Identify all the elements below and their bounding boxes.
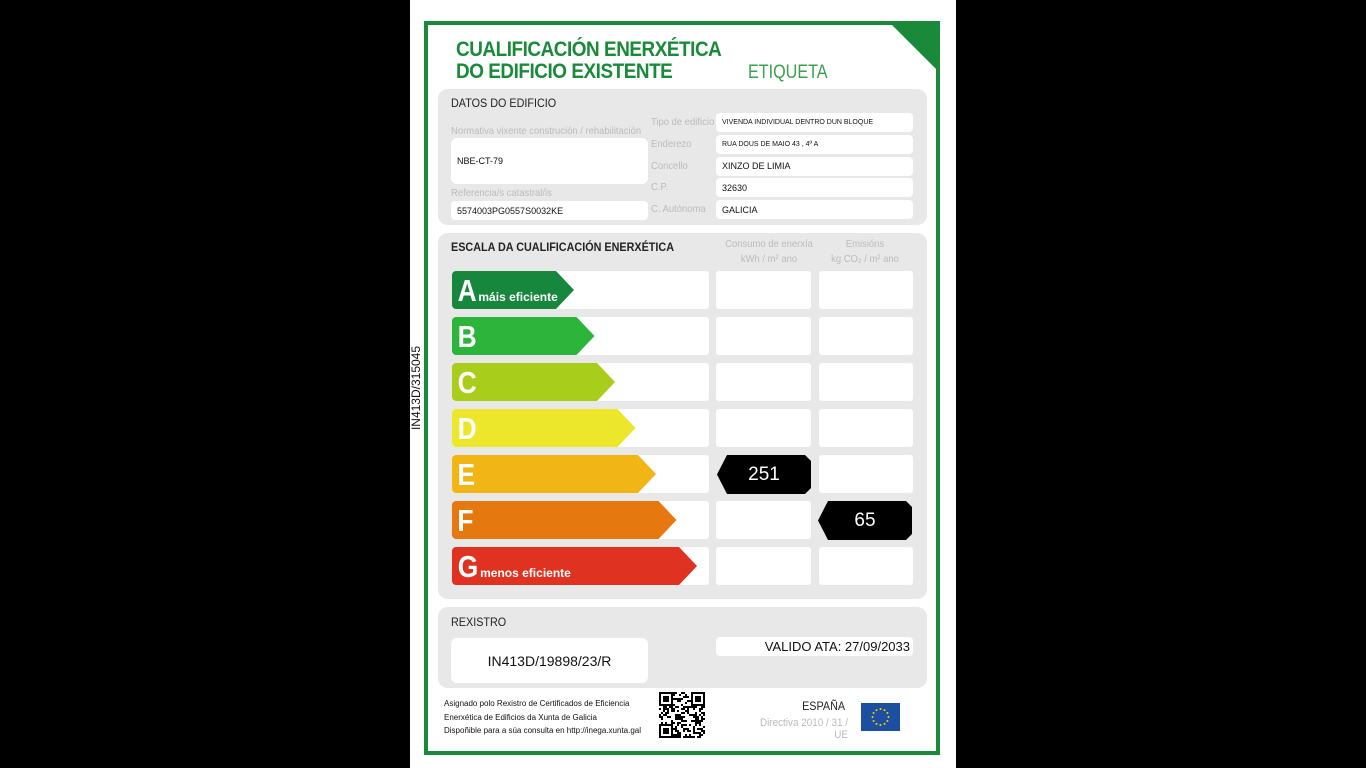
side-code: IN413D/315045 <box>409 345 423 431</box>
field-label: C.P. <box>651 181 669 194</box>
footer-line: Dispoñible para a súa consulta en http:/… <box>444 726 642 735</box>
datos-heading: DATOS DO EDIFICIO <box>451 96 557 110</box>
energy-cell <box>716 363 811 401</box>
field-label: Enderezo <box>651 137 692 150</box>
field-label: Tipo de edificio <box>651 116 715 128</box>
normativa-value: NBE-CT-79 <box>451 138 648 184</box>
rexistro-heading: REXISTRO <box>451 615 507 629</box>
energy-cell <box>716 547 811 585</box>
directive: Directiva 2010 / 31 / UE <box>759 717 848 741</box>
corner-decoration <box>892 25 936 69</box>
field-value: XINZO DE LIMIA <box>716 156 913 176</box>
class-arrow-f: F <box>452 501 677 539</box>
eu-flag-icon <box>861 703 900 731</box>
emission-cell <box>819 547 913 585</box>
class-letter: F <box>457 503 474 538</box>
field-value: GALICIA <box>716 200 913 220</box>
class-letter: A <box>457 273 477 308</box>
class-arrow-e: E <box>452 455 656 493</box>
energy-cell <box>716 317 811 355</box>
field-value: RUA DOUS DE MAIO 43 , 4º A <box>716 134 913 154</box>
energy-cell <box>716 409 811 447</box>
energy-cell <box>716 271 811 309</box>
energy-cell <box>716 501 811 539</box>
country: ESPAÑA <box>802 699 846 713</box>
footer-text: Asignado polo Rexistro de Certificados d… <box>444 697 641 738</box>
field-value: VIVENDA INDIVIDUAL DENTRO DUN BLOQUE <box>716 113 913 132</box>
emission-cell <box>819 317 913 355</box>
class-letter: B <box>457 319 477 354</box>
emission-cell <box>819 409 913 447</box>
class-arrow-c: C <box>452 363 615 401</box>
footer-line: Enerxética de Edificios da Xunta de Gali… <box>444 712 597 722</box>
energy-col-unit: kWh / m² ano <box>740 253 798 265</box>
qr-code-icon <box>659 692 705 738</box>
class-sub: menos eficiente <box>480 566 571 580</box>
class-letter: C <box>457 365 477 400</box>
field-label: C. Autónoma <box>651 203 706 216</box>
energy-value: 251 <box>717 455 811 494</box>
emission-cell <box>819 271 913 309</box>
emission-value: 65 <box>818 501 912 540</box>
class-letter: G <box>457 549 479 584</box>
label-type: ETIQUETA <box>748 62 828 83</box>
title-line2: DO EDIFICIO EXISTENTE <box>456 60 673 83</box>
rexistro-code: IN413D/19898/23/R <box>451 638 648 683</box>
emission-cell <box>819 455 913 493</box>
referencia-value: 5574003PG0557S0032KE <box>451 201 648 220</box>
escala-heading: ESCALA DA CUALIFICACIÓN ENERXÉTICA <box>451 240 675 254</box>
energy-col-header: Consumo de enerxía <box>725 238 813 250</box>
normativa-label: Normativa vixente construción / rehabili… <box>451 125 642 137</box>
emis-col-header: Emisións <box>845 238 885 250</box>
class-letter: E <box>457 457 476 492</box>
emission-cell <box>819 363 913 401</box>
class-sub: máis eficiente <box>478 290 558 304</box>
field-label: Concello <box>651 159 688 172</box>
title-line1: CUALIFICACIÓN ENERXÉTICA <box>456 38 722 61</box>
class-letter: D <box>457 411 477 446</box>
emis-col-unit: kg CO₂ / m² ano <box>831 253 899 265</box>
footer-line: Asignado polo Rexistro de Certificados d… <box>444 699 630 708</box>
field-value: 32630 <box>716 178 913 198</box>
referencia-label: Referencia/s catastral/is <box>451 187 552 199</box>
class-arrow-d: D <box>452 409 636 447</box>
class-arrow-b: B <box>452 317 595 355</box>
valid-until: VALIDO ATA: 27/09/2033 <box>716 637 913 656</box>
